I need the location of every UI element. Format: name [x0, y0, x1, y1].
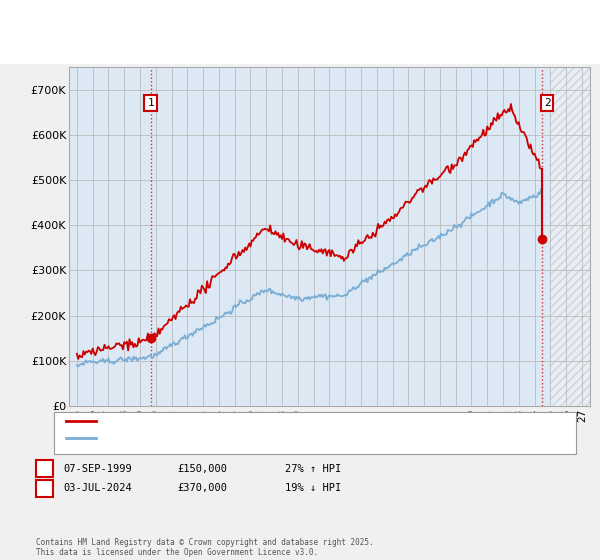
Text: 2: 2 [544, 98, 551, 108]
Text: 2: 2 [41, 483, 48, 493]
Text: £150,000: £150,000 [177, 464, 227, 474]
Text: Price paid vs. HM Land Registry's House Price Index (HPI): Price paid vs. HM Land Registry's House … [151, 26, 449, 36]
Text: 27% ↑ HPI: 27% ↑ HPI [285, 464, 341, 474]
Text: 24, SIR JOSEPHS LANE, DARLEY DALE, MATLOCK, DE4 2GY: 24, SIR JOSEPHS LANE, DARLEY DALE, MATLO… [109, 14, 491, 27]
Text: 03-JUL-2024: 03-JUL-2024 [63, 483, 132, 493]
Text: 24, SIR JOSEPHS LANE, DARLEY DALE, MATLOCK, DE4 2GY (detached house): 24, SIR JOSEPHS LANE, DARLEY DALE, MATLO… [99, 417, 456, 426]
Text: 07-SEP-1999: 07-SEP-1999 [63, 464, 132, 474]
Text: Contains HM Land Registry data © Crown copyright and database right 2025.
This d: Contains HM Land Registry data © Crown c… [36, 538, 374, 557]
Text: 1: 1 [41, 464, 48, 474]
Bar [550, 67, 590, 406]
Bar [550, 67, 590, 406]
Text: 19% ↓ HPI: 19% ↓ HPI [285, 483, 341, 493]
Text: £370,000: £370,000 [177, 483, 227, 493]
Text: 1: 1 [147, 98, 154, 108]
Text: HPI: Average price, detached house, Derbyshire Dales: HPI: Average price, detached house, Derb… [99, 433, 372, 442]
